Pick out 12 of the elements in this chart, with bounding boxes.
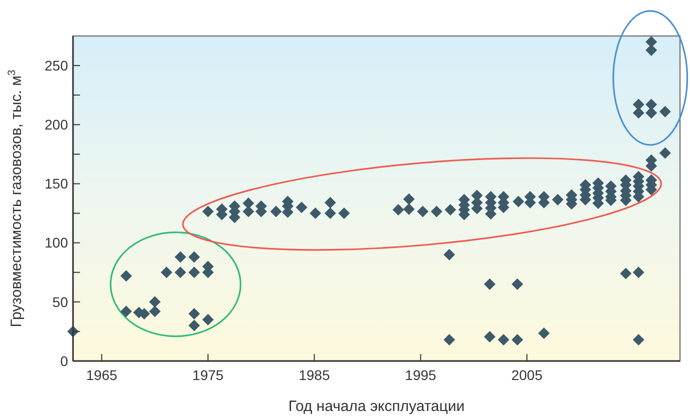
x-tick-label: 1965: [86, 367, 118, 383]
x-axis-title: Год начала эксплуатации: [288, 398, 465, 415]
y-tick-label: 200: [44, 116, 68, 133]
y-tick-label: 250: [44, 57, 68, 74]
x-tick-label: 1975: [192, 367, 224, 383]
x-tick-label: 2005: [511, 367, 543, 383]
y-tick-label: 50: [52, 294, 68, 310]
y-tick-label: 150: [44, 176, 68, 192]
y-tick-label: 100: [44, 234, 68, 251]
y-tick-label: 0: [60, 352, 68, 369]
x-tick-label: 1995: [405, 367, 436, 383]
x-tick-label: 1985: [298, 367, 330, 383]
